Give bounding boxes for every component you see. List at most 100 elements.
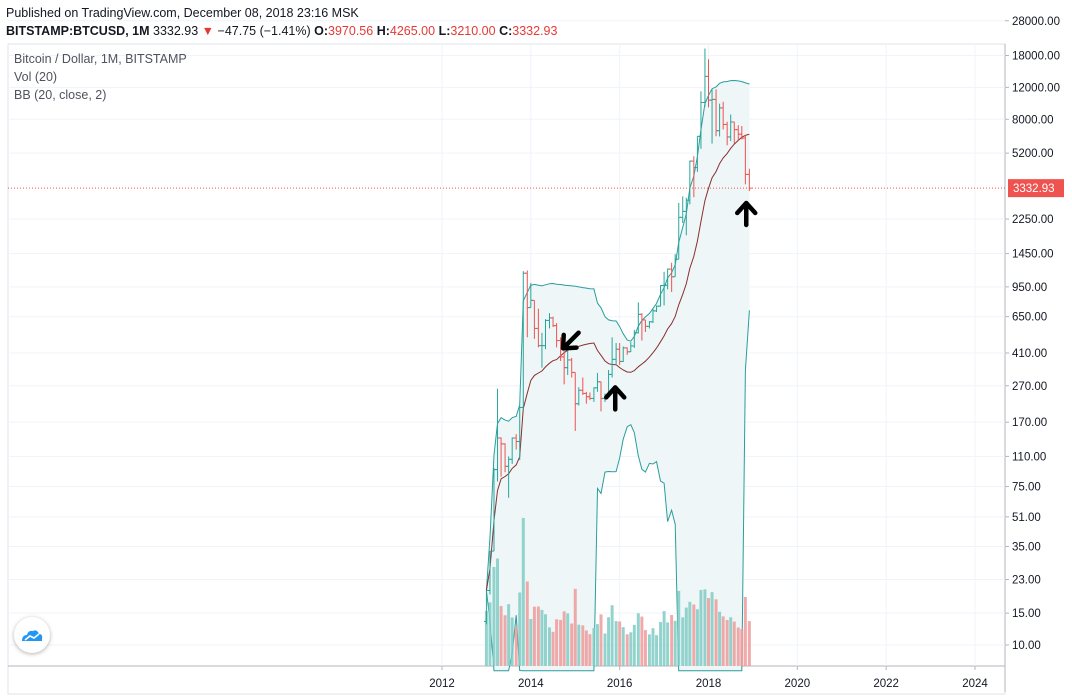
- volume-bar: [559, 619, 563, 666]
- volume-bar: [703, 589, 707, 666]
- last-price-label: 3332.93: [1013, 183, 1055, 195]
- volume-bar: [499, 606, 503, 666]
- published-line: Published on TradingView.com, December 0…: [6, 6, 359, 20]
- open-label: O:: [314, 24, 329, 38]
- price-tick-label: 8000.00: [1012, 114, 1054, 126]
- volume-bar: [729, 617, 733, 666]
- volume-bar: [647, 634, 651, 666]
- price-tick-label: 110.00: [1012, 451, 1046, 463]
- volume-bar: [732, 621, 736, 666]
- volume-bar: [510, 617, 514, 666]
- volume-bar: [643, 630, 647, 666]
- volume-bar: [718, 611, 722, 666]
- price-tick-label: 12000.00: [1012, 82, 1060, 94]
- up-arrow-icon-shape: [735, 200, 758, 228]
- volume-bar: [488, 602, 492, 666]
- volume-bar: [736, 627, 740, 666]
- volume-bar: [659, 622, 663, 666]
- price-tick-label: 270.00: [1012, 381, 1047, 393]
- tradingview-logo-icon[interactable]: [14, 617, 50, 653]
- volume-bar: [503, 615, 507, 666]
- volume-bar: [584, 630, 588, 666]
- bollinger-lower: [485, 310, 750, 672]
- chart-header: Published on TradingView.com, December 0…: [6, 4, 557, 40]
- volume-bar: [655, 635, 659, 666]
- volume-bar: [599, 614, 603, 666]
- price-tick-label: 23.00: [1012, 574, 1041, 586]
- volume-bar: [592, 627, 596, 666]
- bollinger-upper: [485, 79, 750, 591]
- down-left-arrow-icon: [560, 330, 581, 351]
- volume-bar: [695, 609, 699, 666]
- time-tick-label: 2014: [518, 678, 544, 690]
- volume-bar: [484, 610, 488, 666]
- volume-bar: [688, 601, 692, 666]
- open-value: 3970.56: [328, 24, 374, 38]
- volume-bar: [610, 605, 614, 666]
- price-change: −47.75 (−1.41%): [217, 24, 311, 38]
- price-tick-label: 650.00: [1012, 312, 1047, 324]
- close-value: 3332.93: [512, 24, 558, 38]
- bollinger-fill: [486, 80, 750, 671]
- time-tick-label: 2016: [607, 678, 633, 690]
- volume-bar: [640, 616, 644, 666]
- down-left-arrow-icon-shape: [560, 330, 581, 351]
- price-tick-label: 15.00: [1012, 608, 1041, 620]
- volume-bar: [492, 566, 496, 666]
- price-tick-label: 170.00: [1012, 417, 1047, 429]
- volume-bar: [714, 599, 718, 666]
- volume-bar: [629, 632, 633, 666]
- volume-bar: [555, 619, 559, 666]
- volume-bar: [614, 621, 618, 666]
- up-arrow-icon: [603, 385, 627, 412]
- volume-bar: [532, 606, 536, 666]
- volume-bar: [651, 628, 655, 666]
- price-tick-label: 950.00: [1012, 282, 1047, 294]
- down-triangle-icon: ▼: [201, 24, 215, 38]
- volume-bar: [743, 597, 747, 666]
- volume-bar: [525, 581, 529, 666]
- volume-bar: [621, 627, 625, 666]
- last-price-badge: [1008, 179, 1064, 198]
- volume-bar: [747, 621, 751, 666]
- volume-bar: [518, 592, 522, 666]
- volume-bar: [507, 604, 511, 666]
- high-value: 4265.00: [389, 24, 436, 38]
- volume-bar: [607, 617, 611, 666]
- symbol-label: BITSTAMP:BTCUSD, 1M: [6, 24, 150, 38]
- volume-bar: [536, 606, 540, 666]
- volume-bar: [588, 634, 592, 666]
- volume-bar: [725, 620, 729, 666]
- time-tick-label: 2022: [873, 678, 899, 690]
- price-tick-label: 2250.00: [1012, 214, 1054, 226]
- high-label: H:: [376, 24, 390, 38]
- volume-bar: [562, 611, 566, 666]
- volume-bar: [544, 614, 547, 666]
- volume-bar: [570, 623, 574, 666]
- price-tick-label: 18000.00: [1012, 51, 1060, 63]
- up-arrow-icon: [735, 200, 758, 228]
- volume-bar: [684, 607, 688, 666]
- volume-bar: [681, 617, 685, 666]
- price-tick-label: 1450.00: [1012, 249, 1054, 261]
- time-tick-label: 2018: [696, 678, 722, 690]
- last-price: 3332.93: [153, 24, 199, 38]
- volume-bar: [699, 589, 703, 666]
- low-label: L:: [438, 24, 451, 38]
- volume-bar: [710, 592, 714, 666]
- bollinger-basis: [485, 133, 750, 591]
- volume-bar: [666, 622, 670, 666]
- volume-bar: [573, 588, 577, 666]
- volume-bar: [721, 616, 725, 666]
- volume-bar: [551, 631, 555, 666]
- volume-bar: [496, 558, 500, 666]
- volume-bar: [581, 625, 585, 666]
- legend-volume: Vol (20): [14, 70, 58, 84]
- volume-bar: [740, 629, 744, 666]
- volume-bar: [566, 613, 570, 666]
- volume-bar: [577, 624, 581, 666]
- time-tick-label: 2020: [785, 678, 811, 690]
- close-label: C:: [499, 24, 513, 38]
- volume-bar: [514, 627, 518, 666]
